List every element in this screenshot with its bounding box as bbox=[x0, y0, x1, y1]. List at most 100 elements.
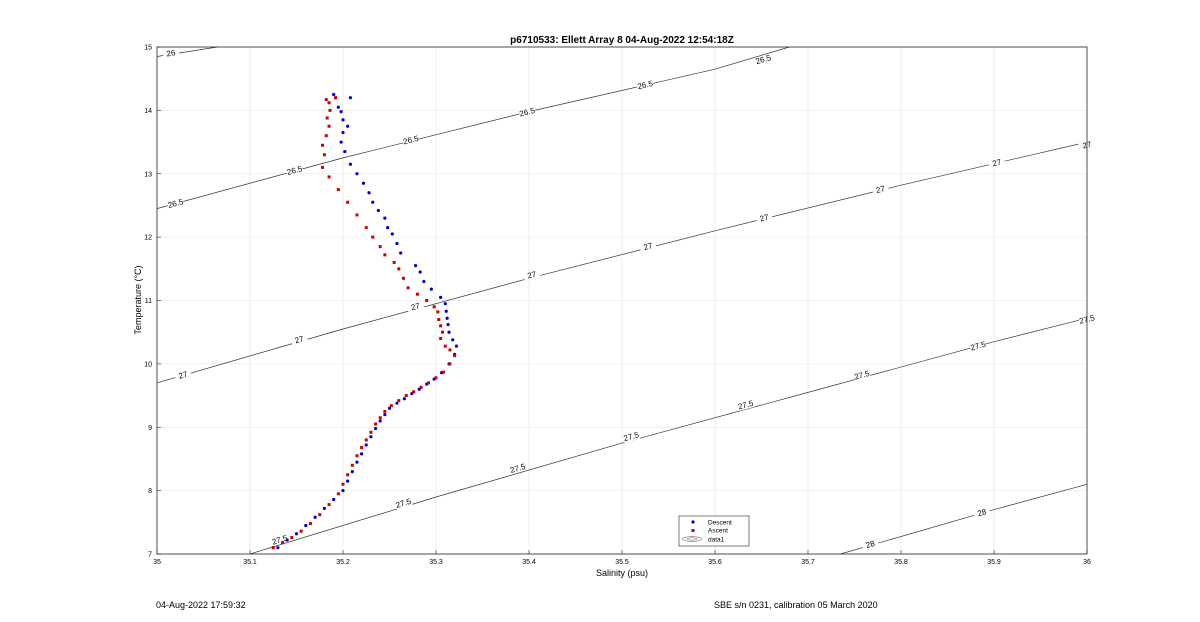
data-point-ascent bbox=[318, 513, 322, 517]
data-point-ascent bbox=[441, 370, 445, 374]
data-point-descent bbox=[304, 523, 308, 528]
data-point-descent bbox=[395, 401, 399, 405]
data-point-ascent bbox=[325, 116, 329, 120]
chart-title: p6710533: Ellett Array 8 04-Aug-2022 12:… bbox=[510, 35, 734, 46]
x-tick-label: 35.1 bbox=[243, 559, 257, 566]
data-point-ascent bbox=[350, 463, 354, 467]
data-series bbox=[271, 92, 459, 550]
x-tick-label: 35.5 bbox=[615, 559, 629, 566]
contour-label: 27 bbox=[991, 157, 1002, 168]
data-point-ascent bbox=[441, 330, 445, 334]
y-tick-label: 10 bbox=[144, 361, 152, 368]
contour-label-bg bbox=[270, 533, 289, 547]
data-point-ascent bbox=[434, 376, 438, 380]
data-point-ascent bbox=[397, 399, 401, 403]
data-point-ascent bbox=[369, 430, 373, 434]
data-point-descent bbox=[348, 96, 353, 100]
data-point-ascent bbox=[271, 546, 275, 550]
legend-box bbox=[678, 515, 750, 547]
data-point-descent bbox=[454, 344, 459, 348]
contour-label: 27.5 bbox=[509, 462, 527, 475]
data-point-ascent bbox=[404, 394, 408, 398]
contour-label: 28 bbox=[976, 507, 988, 518]
data-point-ascent bbox=[360, 446, 364, 450]
data-point-ascent bbox=[321, 143, 325, 147]
data-point-ascent bbox=[378, 416, 382, 420]
contour-label-bg bbox=[402, 134, 420, 146]
y-tick-label: 7 bbox=[148, 552, 152, 559]
contour-label-bg bbox=[174, 369, 192, 382]
contour-label: 26.5 bbox=[167, 197, 185, 210]
y-tick-label: 8 bbox=[148, 488, 152, 495]
y-tick-label: 11 bbox=[145, 298, 152, 305]
data-point-descent bbox=[371, 200, 375, 204]
data-point-descent bbox=[350, 470, 354, 474]
data-point-ascent bbox=[425, 299, 429, 302]
contour-label-bg bbox=[162, 48, 180, 59]
x-tick-label: 35.9 bbox=[987, 559, 1001, 566]
contour-label: 27.5 bbox=[395, 497, 413, 510]
data-point-descent bbox=[390, 232, 394, 236]
contour-label: 26.5 bbox=[286, 164, 304, 177]
data-point-descent bbox=[445, 316, 449, 320]
contour-label-bg bbox=[394, 497, 413, 510]
data-point-ascent bbox=[419, 385, 423, 389]
contour-label-bg bbox=[736, 399, 755, 412]
contour-label: 27 bbox=[178, 370, 190, 381]
y-tick-label: 13 bbox=[144, 171, 152, 178]
data-point-ascent bbox=[439, 337, 443, 341]
y-axis-ticks: 7 8 9 10 11 12 13 14 15 bbox=[144, 45, 161, 559]
data-point-descent bbox=[399, 251, 403, 255]
data-point-descent bbox=[332, 92, 336, 97]
data-point-descent bbox=[341, 489, 345, 493]
data-point-ascent bbox=[327, 175, 331, 179]
data-point-descent bbox=[386, 226, 390, 230]
contour-label-bg bbox=[166, 197, 185, 210]
contour-label: 27.5 bbox=[969, 340, 987, 353]
data-point-ascent bbox=[321, 165, 325, 169]
data-point-descent bbox=[313, 515, 317, 519]
contour-label-bg bbox=[853, 369, 871, 382]
footer-timestamp: 04-Aug-2022 17:59:32 bbox=[156, 600, 246, 610]
data-point-ascent bbox=[389, 404, 393, 408]
data-point-descent bbox=[447, 330, 451, 334]
y-tick-label: 15 bbox=[144, 45, 152, 52]
data-point-descent bbox=[341, 118, 345, 122]
contour-label-bg bbox=[754, 53, 773, 66]
data-point-descent bbox=[332, 497, 336, 502]
y-tick-label: 9 bbox=[148, 425, 152, 432]
contour-label: 27.5 bbox=[737, 399, 755, 412]
legend-marker-ascent bbox=[691, 529, 695, 532]
data-point-descent bbox=[367, 191, 371, 195]
data-point-ascent bbox=[432, 305, 436, 309]
data-point-ascent bbox=[336, 188, 340, 192]
data-point-descent bbox=[422, 279, 426, 284]
data-point-ascent bbox=[355, 213, 359, 217]
data-point-ascent bbox=[322, 153, 326, 157]
legend-marker-data1-inner bbox=[686, 537, 698, 541]
x-tick-label: 35.7 bbox=[801, 559, 815, 566]
x-tick-label: 35.6 bbox=[708, 559, 722, 566]
footer-calibration: SBE s/n 0231, calibration 05 March 2020 bbox=[714, 600, 878, 610]
data-point-descent bbox=[343, 149, 347, 154]
contour-label-bg bbox=[988, 157, 1006, 169]
data-point-descent bbox=[418, 270, 422, 274]
data-point-ascent bbox=[374, 422, 378, 426]
data-point-ascent bbox=[415, 292, 419, 296]
data-point-ascent bbox=[436, 310, 440, 314]
contour-label-bg bbox=[969, 340, 987, 353]
data-point-ascent bbox=[327, 101, 331, 105]
data-point-ascent bbox=[439, 324, 443, 328]
data-point-descent bbox=[373, 426, 378, 431]
y-tick-label: 12 bbox=[144, 235, 152, 242]
contour-label: 26.5 bbox=[402, 134, 420, 147]
contour-label-bg bbox=[861, 538, 880, 551]
data-point-descent bbox=[294, 532, 299, 536]
data-point-descent bbox=[429, 287, 433, 291]
contour-label: 26.5 bbox=[518, 106, 536, 119]
x-tick-label: 36 bbox=[1083, 559, 1091, 566]
contour-label: 27.5 bbox=[271, 533, 289, 546]
data-point-ascent bbox=[378, 245, 382, 249]
legend-entry-ascent: Ascent bbox=[708, 528, 728, 535]
contour-line-27 bbox=[156, 141, 1088, 384]
